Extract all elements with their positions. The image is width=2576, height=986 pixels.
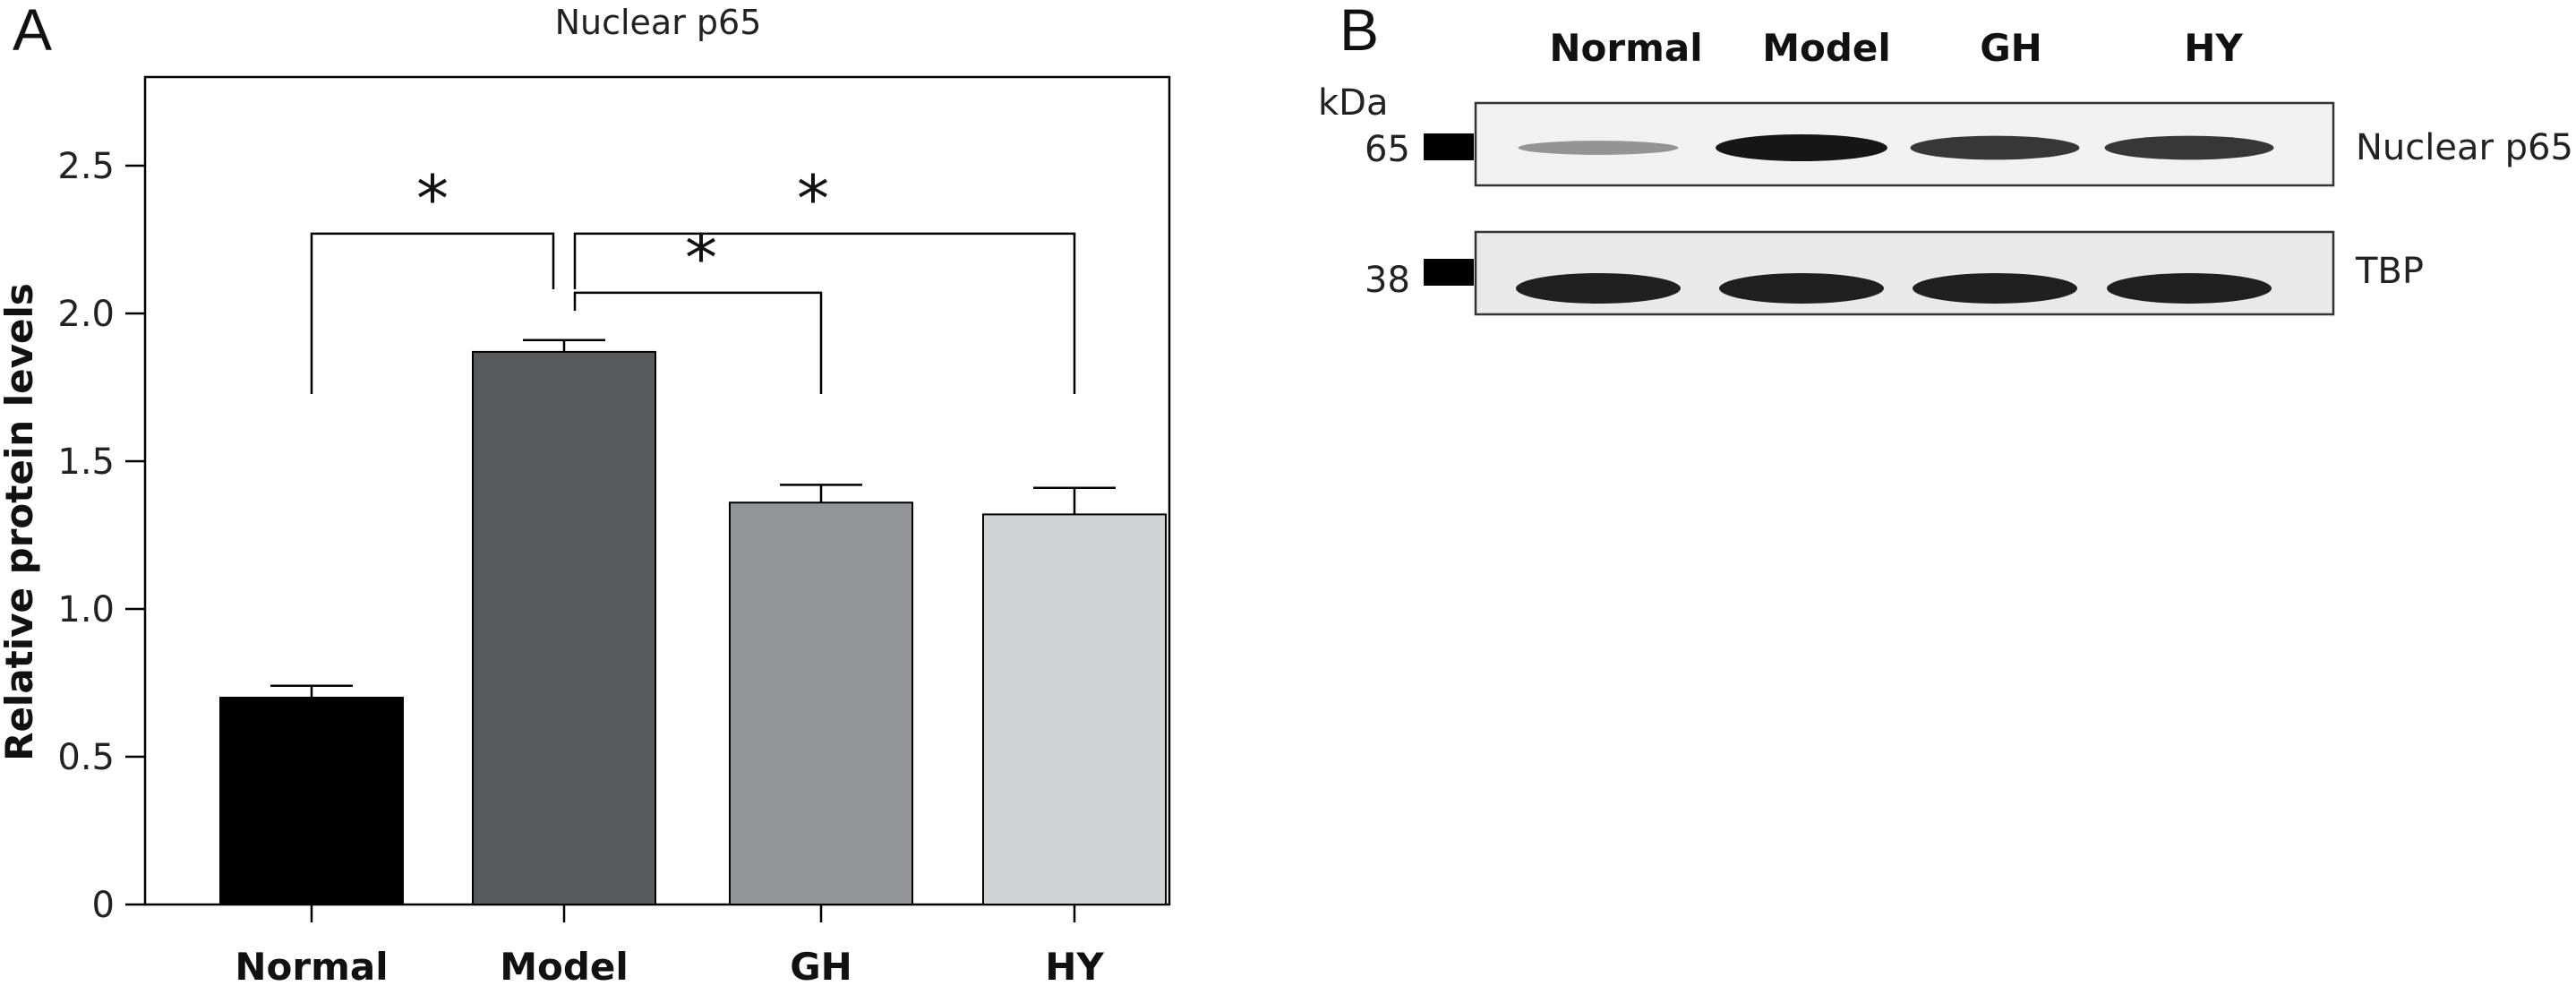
significance-bracket: * xyxy=(573,220,823,394)
bar-normal xyxy=(219,697,404,905)
bar-hy xyxy=(982,513,1167,906)
band-tbp-gh xyxy=(1913,273,2077,304)
significance-star: * xyxy=(797,161,829,236)
y-tick-label: 1.5 xyxy=(57,442,115,483)
blot-nuclear-p65: 65 Nuclear p65 xyxy=(1365,101,2573,187)
bracket-line xyxy=(310,232,555,394)
band-tbp-hy xyxy=(2107,273,2272,304)
lane-label-hy: HY xyxy=(2184,26,2243,70)
bracket-line xyxy=(573,291,823,394)
band-p65-gh xyxy=(1910,135,2080,160)
band-p65-model xyxy=(1716,134,1887,161)
x-tick-label-model: Model xyxy=(500,945,629,986)
bar-chart-panel: A Nuclear p65 Relative protein levels 00… xyxy=(0,0,1171,986)
y-tick-label: 2.0 xyxy=(57,294,115,335)
marker-tick-38 xyxy=(1424,259,1474,286)
y-tick-label: 2.5 xyxy=(57,146,115,187)
y-tick-label: 0 xyxy=(92,885,115,926)
significance-star: * xyxy=(685,220,717,296)
significance-bracket: * xyxy=(310,161,555,394)
lane-label-normal: Normal xyxy=(1549,26,1702,70)
band-p65-normal xyxy=(1518,141,1679,155)
error-bars xyxy=(270,339,1116,698)
y-axis-label: Relative protein levels xyxy=(0,283,41,761)
error-bar-hy xyxy=(1033,486,1116,515)
panel-letter-b: B xyxy=(1339,0,1379,63)
x-tick-label-normal: Normal xyxy=(235,945,388,986)
band-tbp-normal xyxy=(1516,273,1681,304)
lane-label-model: Model xyxy=(1762,26,1891,70)
plot-frame xyxy=(143,75,1171,906)
error-bar-normal xyxy=(270,684,353,698)
blot-name-tbp: TBP xyxy=(2355,251,2424,292)
x-tick-label-hy: HY xyxy=(1045,945,1104,986)
kda-label: kDa xyxy=(1318,82,1388,124)
significance-brackets: * * * xyxy=(310,161,1076,394)
bands-tbp xyxy=(1516,273,2272,304)
bar-model xyxy=(472,350,656,905)
bars xyxy=(219,350,1167,906)
x-tick-label-gh: GH xyxy=(790,945,852,986)
marker-label-65: 65 xyxy=(1365,129,1410,170)
y-tick-label: 1.0 xyxy=(57,589,115,630)
band-tbp-model xyxy=(1719,273,1884,304)
chart-title: Nuclear p65 xyxy=(555,3,762,42)
bracket-line xyxy=(573,232,1076,394)
error-bar-model xyxy=(523,339,605,352)
y-axis: 0 0.5 1.0 1.5 2.0 2.5 xyxy=(57,146,145,926)
plot-border xyxy=(143,75,1171,906)
x-axis: Normal Model GH HY xyxy=(235,905,1104,986)
panel-letter-a: A xyxy=(13,0,52,63)
significance-bracket: * xyxy=(573,161,1076,394)
significance-star: * xyxy=(416,161,449,236)
bar-gh xyxy=(729,502,913,905)
bands-nuclear-p65 xyxy=(1518,134,2274,161)
western-blot-panel: B Normal Model GH HY kDa 65 Nuclear p65 … xyxy=(1318,0,2573,316)
band-p65-hy xyxy=(2104,135,2274,160)
lane-label-gh: GH xyxy=(1980,26,2042,70)
marker-label-38: 38 xyxy=(1365,260,1410,301)
marker-tick-65 xyxy=(1424,133,1474,160)
blot-tbp: 38 TBP xyxy=(1365,230,2424,316)
y-tick-label: 0.5 xyxy=(57,737,115,778)
error-bar-gh xyxy=(780,484,862,503)
blot-name-nuclear-p65: Nuclear p65 xyxy=(2356,127,2573,168)
